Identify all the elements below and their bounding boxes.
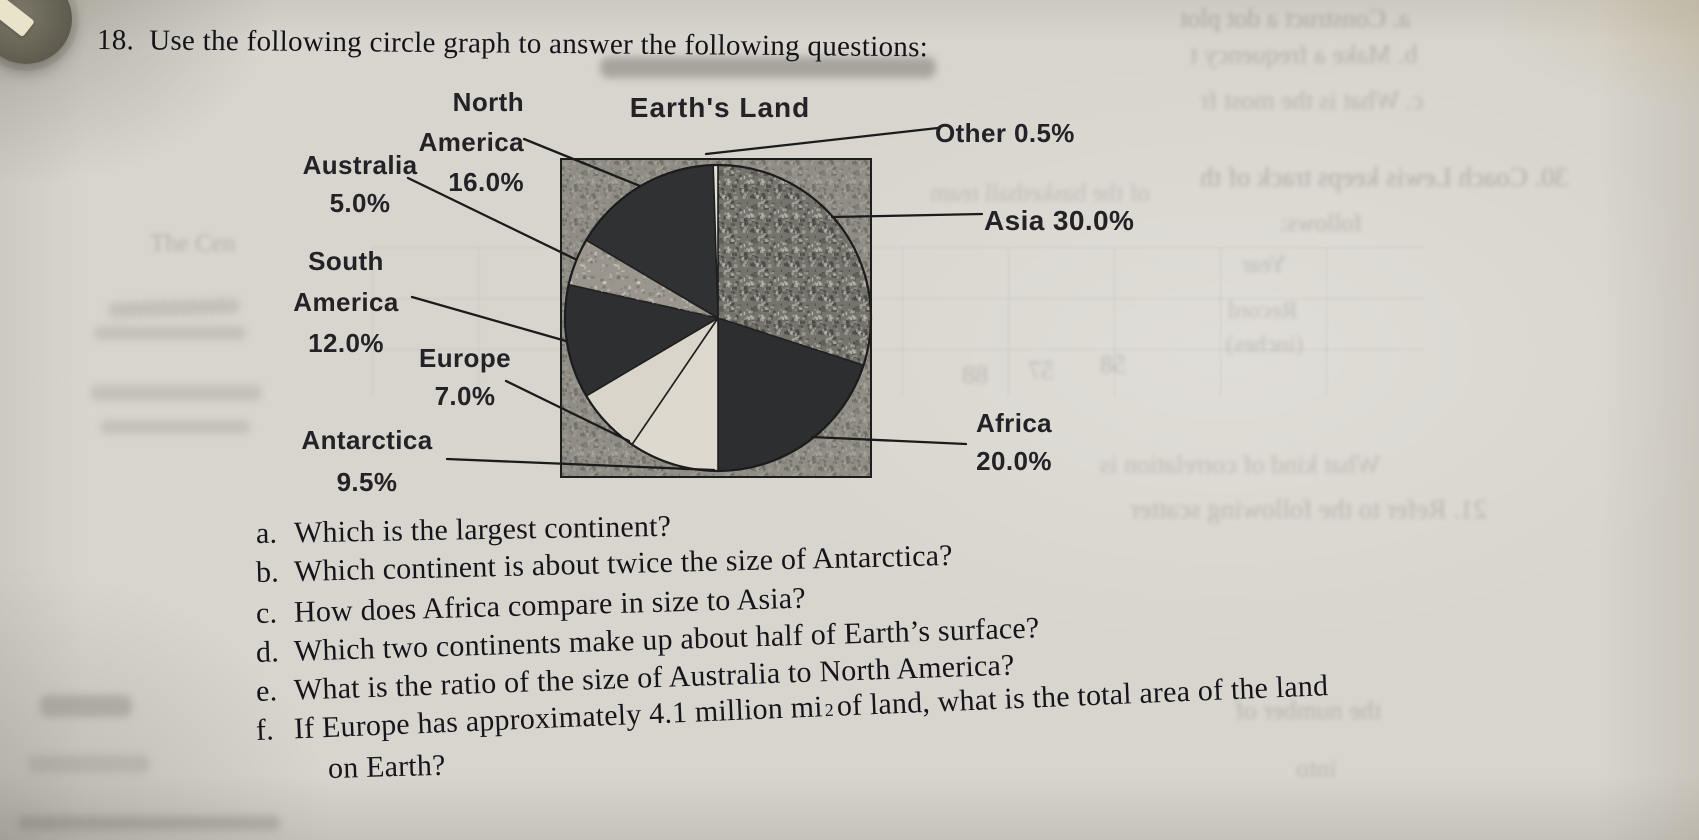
question-letter: b. bbox=[255, 555, 280, 589]
question-letter: e. bbox=[255, 674, 278, 708]
label-line: Australia bbox=[302, 150, 418, 180]
label-south-america: South America 12.0% bbox=[284, 241, 408, 364]
label-line: Europe bbox=[419, 343, 511, 373]
label-other: Other 0.5% bbox=[935, 118, 1075, 148]
pie-slice-south-america bbox=[564, 283, 719, 397]
question-letter: f. bbox=[255, 713, 275, 747]
leader-line-north-america bbox=[522, 137, 642, 188]
question-f-line2: on Earth? bbox=[328, 749, 446, 786]
label-line: 12.0% bbox=[308, 328, 384, 358]
pie-slice-europe bbox=[585, 317, 719, 446]
label-line: 5.0% bbox=[329, 188, 391, 218]
leader-line-antarctica bbox=[445, 457, 716, 472]
label-australia: Australia 5.0% bbox=[296, 146, 424, 222]
question-text: Which is the largest continent? bbox=[293, 509, 672, 550]
label-line: America bbox=[418, 127, 524, 157]
question-letter: c. bbox=[255, 596, 278, 630]
label-line: 20.0% bbox=[976, 446, 1052, 476]
label-line: America bbox=[293, 287, 399, 317]
chart-square-border bbox=[560, 158, 872, 478]
heading-text: Use the following circle graph to answer… bbox=[149, 24, 929, 64]
leader-line-europe bbox=[504, 379, 631, 443]
pie-slice-antarctica bbox=[631, 317, 719, 472]
question-letter: d. bbox=[255, 635, 280, 669]
label-africa: Africa 20.0% bbox=[958, 404, 1070, 480]
chart-square-background bbox=[561, 159, 871, 477]
question-text: on Earth? bbox=[327, 748, 446, 785]
pie-slice-africa bbox=[717, 317, 865, 472]
label-line: Africa bbox=[975, 408, 1053, 438]
pie-slice-asia bbox=[717, 164, 872, 367]
superscript-2: 2 bbox=[824, 699, 835, 721]
pie-slice-north-america bbox=[585, 164, 719, 319]
pie-slice-australia bbox=[567, 239, 719, 319]
label-europe: Europe 7.0% bbox=[409, 339, 521, 415]
leader-line-south-america bbox=[410, 295, 568, 343]
label-line: 7.0% bbox=[434, 381, 496, 411]
question-letter: a. bbox=[255, 516, 278, 550]
leader-line-other bbox=[704, 126, 940, 156]
pie-slice-other bbox=[712, 164, 719, 319]
label-line: 9.5% bbox=[336, 467, 398, 497]
label-asia: Asia 30.0% bbox=[984, 205, 1135, 236]
pie-outline bbox=[563, 163, 873, 473]
leader-line-africa bbox=[810, 435, 968, 446]
leader-line-asia bbox=[830, 212, 984, 219]
label-line: North bbox=[452, 87, 524, 117]
chart-title: Earth's Land bbox=[629, 92, 811, 123]
label-line: South bbox=[308, 246, 384, 276]
question-a: a. Which is the largest continent? bbox=[256, 510, 672, 551]
label-antarctica: Antarctica 9.5% bbox=[288, 419, 446, 503]
question-number: 18. bbox=[96, 24, 135, 57]
label-line: Antarctica bbox=[301, 425, 433, 455]
